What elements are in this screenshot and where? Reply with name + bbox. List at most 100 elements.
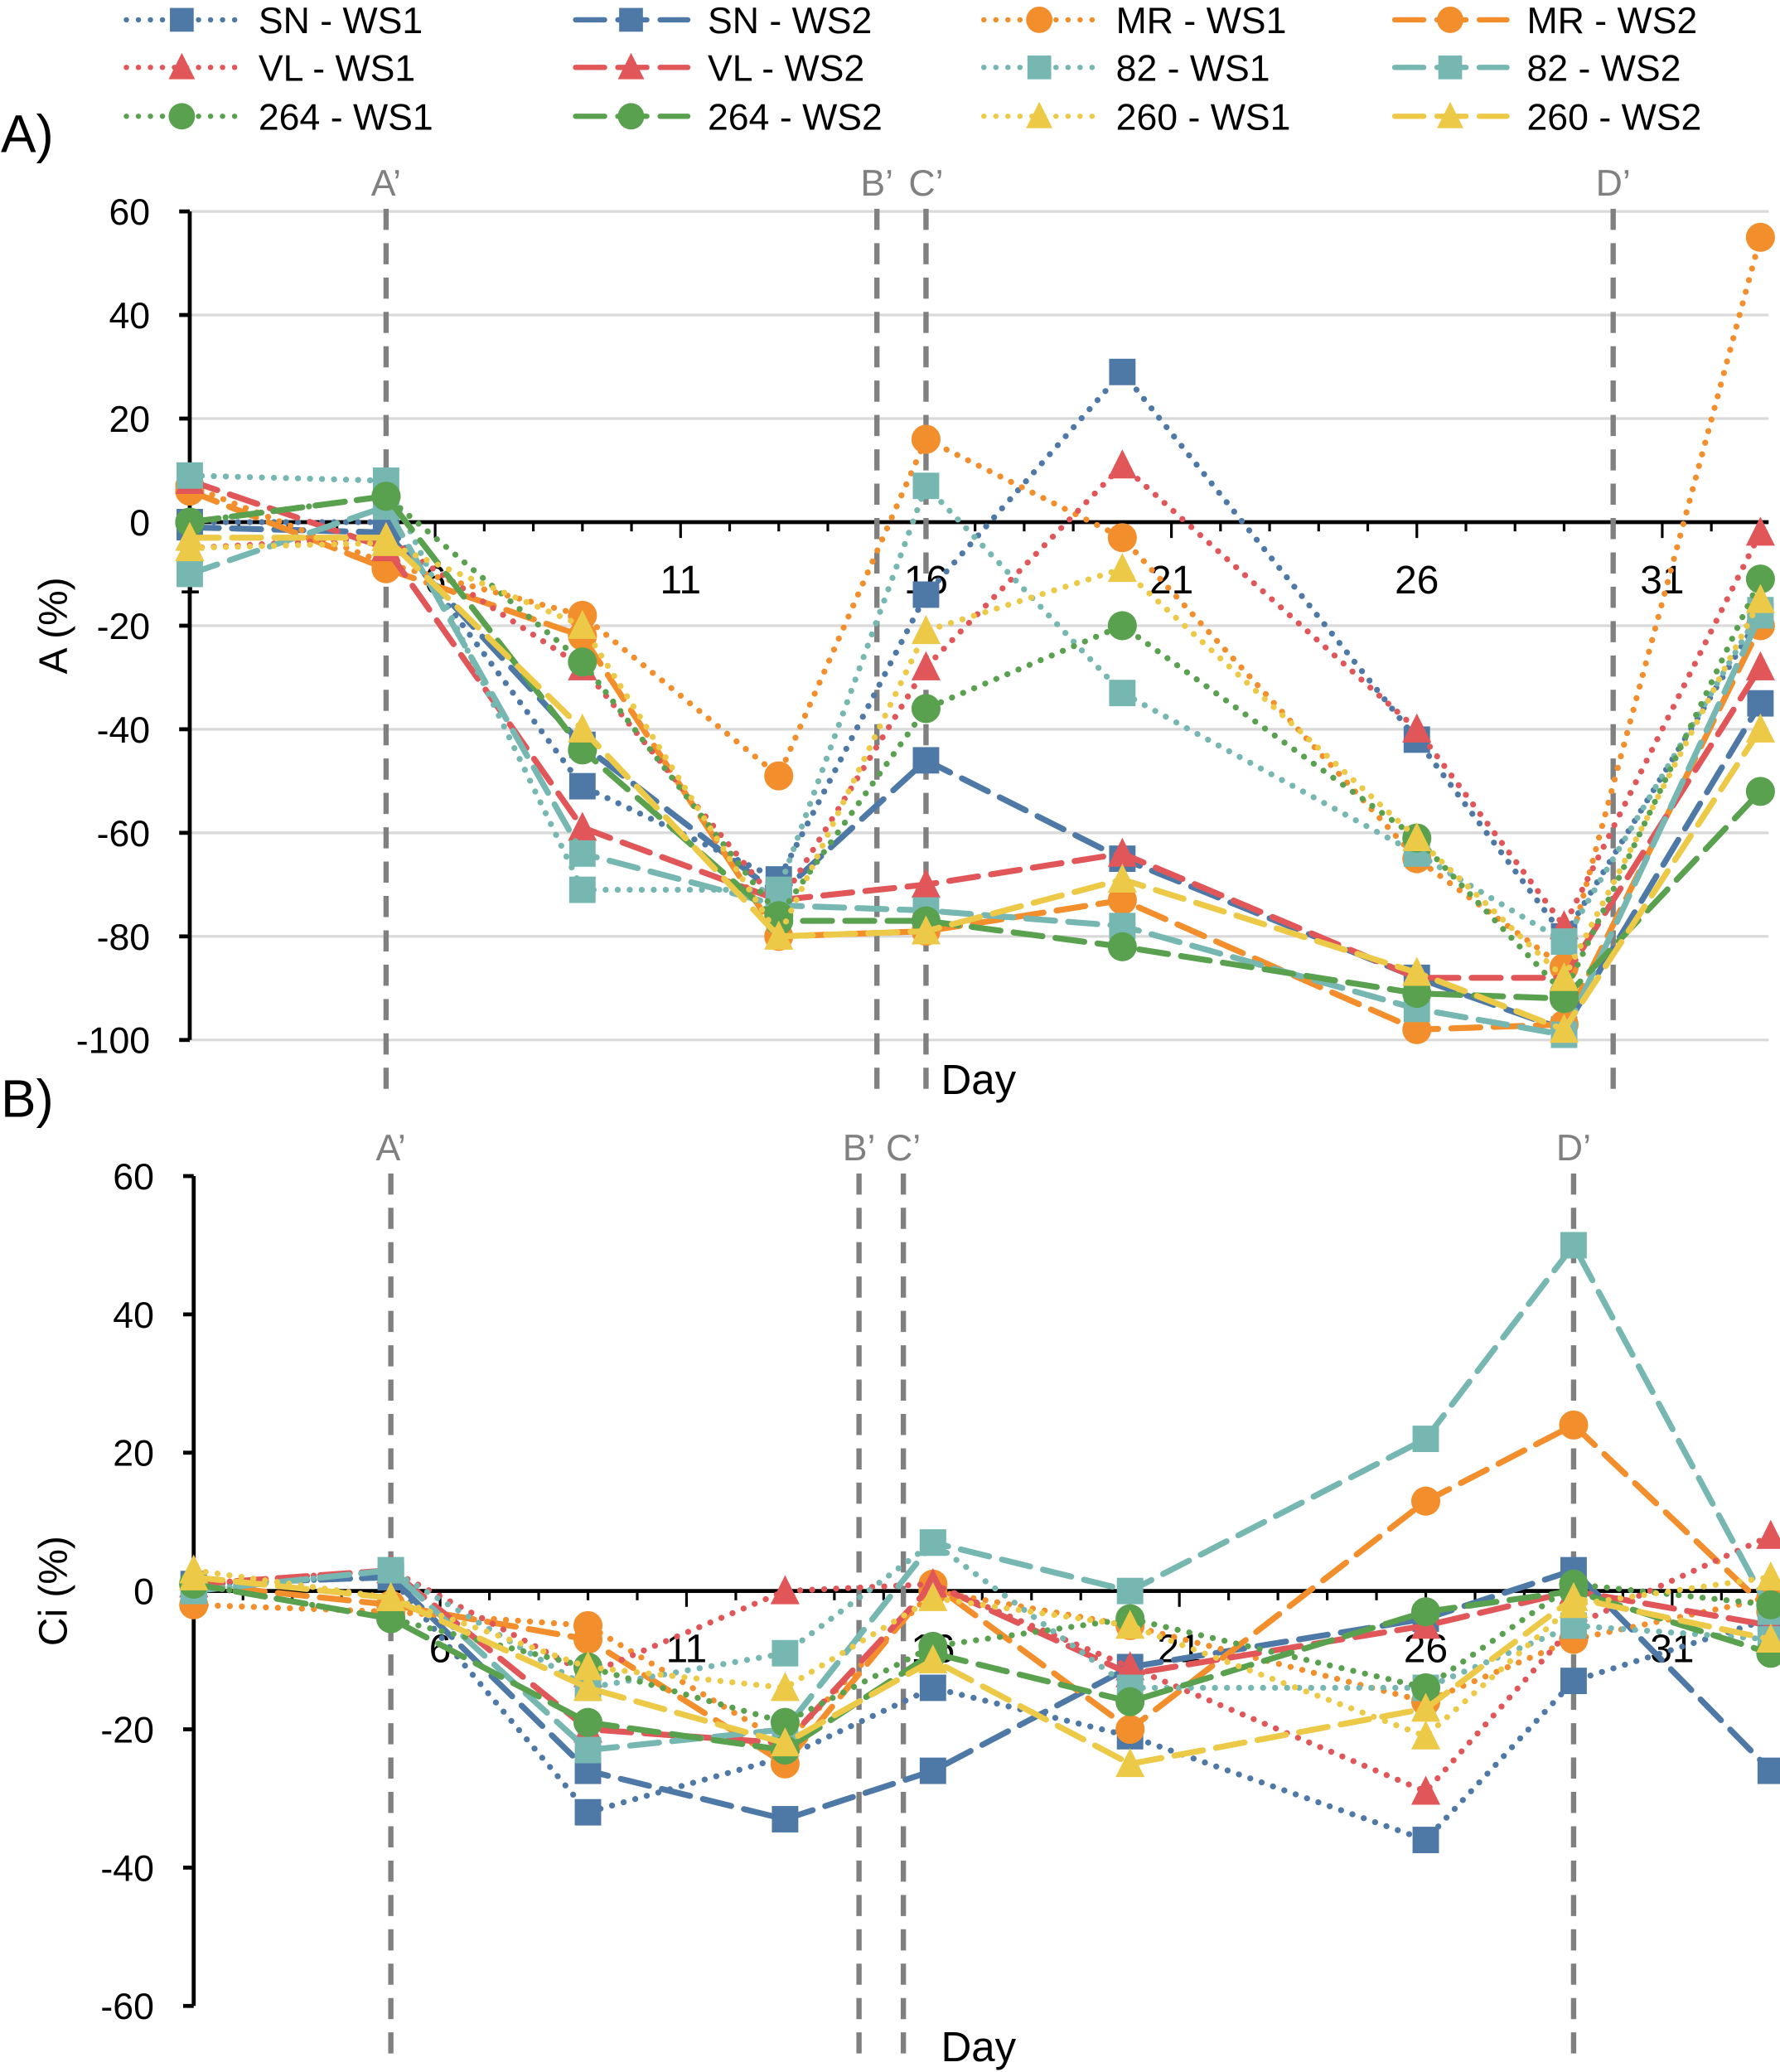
legend-marker-circle [168,103,196,130]
legend-marker-square [619,7,643,32]
data-point [568,647,597,677]
data-point [764,920,794,950]
legend-label: 82 - WS1 [1116,48,1270,89]
data-point [573,1651,603,1681]
data-point [1107,863,1137,893]
data-point [371,521,401,551]
series-sn-ws1 [177,358,1774,950]
data-point [1402,713,1432,743]
legend: SN - WS1 SN - WS2 MR - WS1 MR - WS2 VL - WS1… [123,1,1701,138]
data-point [1559,1410,1589,1440]
event-label: A’ [375,1128,405,1169]
legend-label: 260 - WS2 [1526,97,1701,138]
event-label: C’ [886,1128,921,1169]
legend-item-260-ws2: 260 - WS2 [1391,97,1701,138]
data-point [770,1707,800,1737]
data-point [1410,1597,1441,1627]
data-point [371,482,401,511]
legend-label: 264 - WS2 [708,97,883,138]
data-point [912,472,940,500]
y-tick-label: -40 [100,1848,154,1889]
series-line [191,1239,1774,1754]
data-point [1560,1232,1587,1259]
data-point [1549,984,1579,1014]
series-264-ws1 [175,482,1775,1009]
legend-label: MR - WS2 [1526,1,1697,41]
legend-label: VL - WS2 [708,48,864,89]
data-point [912,581,940,608]
data-point [1402,821,1432,852]
data-point [911,651,941,680]
legend-marker-triangle [1437,101,1463,128]
event-label: B’ [843,1128,876,1169]
data-point [1115,1687,1145,1716]
legend-label: 260 - WS1 [1116,97,1291,138]
data-point [574,1736,602,1764]
data-point [568,609,597,639]
data-point [568,772,596,800]
series-line [186,487,1763,1033]
data-point [918,1581,948,1611]
data-point [1107,837,1137,867]
data-point [376,1581,406,1611]
legend-label: SN - WS2 [708,1,872,41]
series-260-ws2 [179,1561,1780,1778]
legend-item-82-ws2: 82 - WS2 [1391,48,1681,89]
data-point [1745,564,1775,594]
panel-label: B) [1,1068,54,1128]
series-260-ws2 [175,521,1775,1043]
y-tick-label: -80 [97,917,150,958]
data-point [568,876,596,903]
data-point [573,1624,603,1654]
data-point [1107,611,1137,641]
y-tick-label: 20 [113,1434,154,1474]
data-point [911,424,941,454]
data-point [1115,1714,1145,1745]
legend-label: 264 - WS1 [259,97,433,138]
x-axis-title: Day [941,2023,1016,2070]
data-point [376,1604,406,1634]
legend-item-mr-ws2: MR - WS2 [1391,1,1697,41]
data-point [1745,516,1775,546]
data-point [1745,713,1775,743]
data-point [1109,680,1136,707]
data-point [568,840,596,867]
legend-marker-square [1438,55,1463,80]
data-point [911,615,941,645]
x-tick-label: 21 [1149,559,1193,603]
data-point [1402,1014,1432,1044]
series-82-ws2 [180,1232,1780,1764]
data-point [573,1672,603,1702]
data-point [1412,1827,1439,1853]
series-82-ws1 [177,462,1774,956]
series-line [191,1538,1774,1692]
legend-item-mr-ws1: MR - WS1 [981,1,1286,41]
data-point [175,521,205,551]
x-axis-title: Day [941,1056,1016,1103]
data-point [1549,1014,1579,1043]
y-tick-label: -20 [97,607,150,647]
series-line [191,1581,1774,1754]
legend-item-82-ws1: 82 - WS1 [981,48,1270,89]
data-point [919,1757,946,1784]
data-point [1412,1426,1439,1453]
legend-item-264-ws1: 264 - WS1 [123,97,433,138]
data-point [1756,1623,1780,1653]
y-tick-label: -100 [76,1021,150,1062]
legend-marker-triangle [168,52,196,80]
y-tick-label: 60 [109,192,151,233]
data-point [1115,1748,1145,1778]
series-line [186,367,1763,942]
y-axis-title: Ci (%) [32,1536,76,1646]
data-point [1410,1486,1441,1516]
y-tick-label: 0 [133,1572,154,1613]
y-tick-label: 20 [109,399,151,440]
event-label: C’ [908,163,943,204]
data-point [911,869,941,898]
legend-marker-triangle [617,52,645,80]
data-point [1410,1673,1441,1702]
event-label: D’ [1596,163,1631,204]
x-tick-label: 26 [1395,559,1439,603]
y-tick-label: -20 [100,1710,154,1750]
